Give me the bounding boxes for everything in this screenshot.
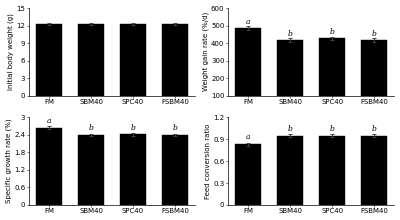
Bar: [361, 136, 387, 205]
Bar: [36, 128, 62, 205]
Bar: [236, 144, 262, 205]
Text: b: b: [288, 125, 293, 133]
Bar: [162, 135, 188, 205]
Text: b: b: [372, 125, 376, 133]
Bar: [78, 24, 104, 96]
Bar: [319, 136, 345, 205]
Bar: [120, 24, 146, 96]
Y-axis label: Feed conversion ratio: Feed conversion ratio: [205, 123, 211, 199]
Y-axis label: Weight gain rate (%/d): Weight gain rate (%/d): [202, 12, 209, 92]
Bar: [120, 134, 146, 205]
Bar: [78, 135, 104, 205]
Bar: [319, 38, 345, 96]
Text: b: b: [89, 124, 94, 132]
Bar: [277, 40, 303, 96]
Text: a: a: [246, 18, 251, 26]
Text: b: b: [131, 124, 136, 132]
Y-axis label: Initial body weight (g): Initial body weight (g): [8, 13, 14, 90]
Bar: [162, 24, 188, 96]
Text: b: b: [330, 125, 334, 133]
Y-axis label: Specific growth rate (%): Specific growth rate (%): [6, 119, 12, 204]
Bar: [277, 136, 303, 205]
Bar: [236, 28, 262, 96]
Text: a: a: [47, 117, 52, 125]
Bar: [36, 24, 62, 96]
Text: b: b: [330, 28, 334, 36]
Text: b: b: [172, 124, 177, 132]
Text: b: b: [372, 30, 376, 38]
Text: a: a: [246, 133, 251, 141]
Text: b: b: [288, 30, 293, 38]
Bar: [361, 40, 387, 96]
